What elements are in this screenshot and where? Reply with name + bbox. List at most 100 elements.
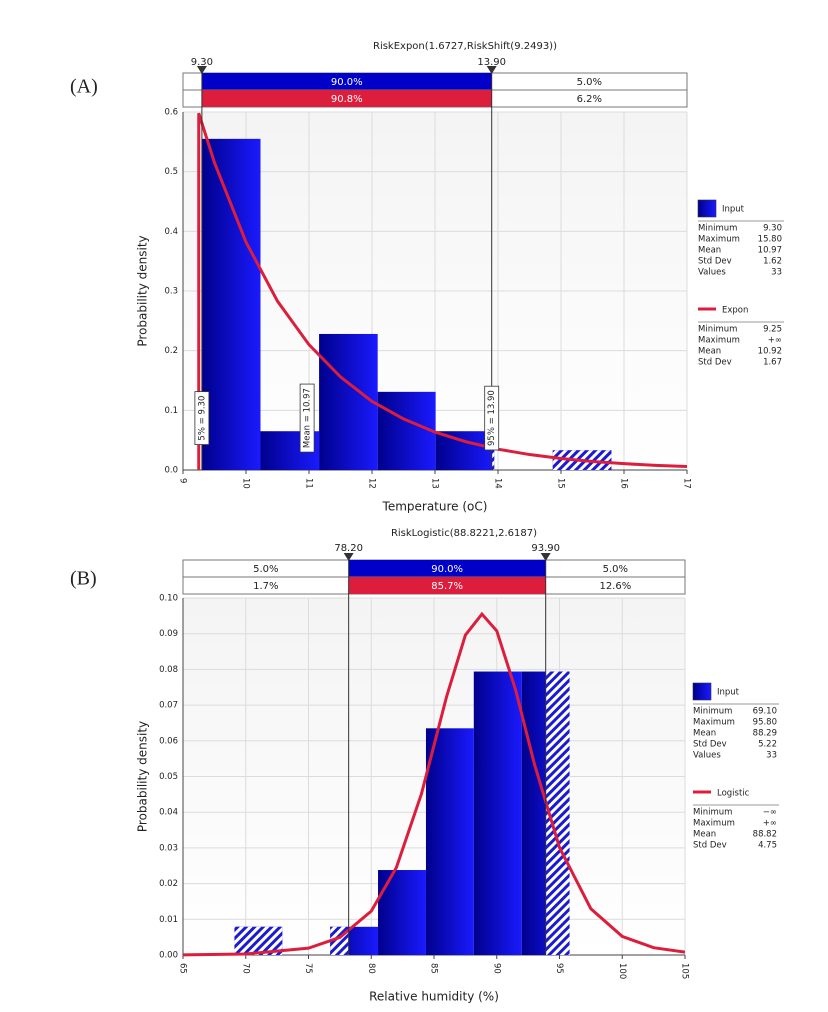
stat-value: 33 <box>771 268 782 278</box>
chart-title: RiskLogistic(88.8221,2.6187) <box>391 528 537 539</box>
y-tick-label: 0.05 <box>159 772 178 782</box>
x-tick-label: 95 <box>554 963 564 974</box>
marker-box <box>299 383 315 453</box>
stat-name: Minimum <box>698 325 737 335</box>
x-tick-label: 16 <box>619 478 629 489</box>
bar <box>425 728 474 955</box>
stat-value: 1.62 <box>763 257 782 267</box>
stat-value: 69.10 <box>753 707 777 717</box>
stat-value: 5.22 <box>758 740 777 750</box>
stat-name: Mean <box>698 347 721 357</box>
stat-value: 33 <box>766 751 777 761</box>
delimiter-label: 93.90 <box>531 543 560 554</box>
band-label: 90.0% <box>431 564 463 575</box>
bar-hatch <box>491 431 495 470</box>
x-tick-label: 15 <box>556 478 566 489</box>
stat-name: Maximum <box>693 718 735 728</box>
x-tick-label: 12 <box>367 478 377 489</box>
delimiter-label: 9.30 <box>191 57 213 68</box>
marker-box <box>484 385 500 451</box>
marker: 95% = 13.90 <box>484 385 500 451</box>
x-axis-label: Relative humidity (%) <box>369 990 499 1004</box>
delimiter-label: 13.90 <box>477 57 506 68</box>
bar-hatch <box>545 671 570 955</box>
stat-value: 88.82 <box>753 830 777 840</box>
stat-value: 88.29 <box>753 729 777 739</box>
stat-name: Minimum <box>698 224 737 234</box>
x-tick-label: 9 <box>178 478 188 483</box>
band-middle <box>201 73 492 90</box>
bar <box>473 671 522 955</box>
stat-name: Mean <box>698 246 721 256</box>
marker-label: 5% = 9.30 <box>197 396 207 441</box>
x-tick-label: 75 <box>303 963 313 974</box>
bar <box>201 138 261 470</box>
marker-label: 95% = 13.90 <box>487 390 497 446</box>
bar <box>378 870 426 955</box>
delimiter-handle <box>196 66 207 74</box>
x-tick-label: 105 <box>680 963 690 979</box>
panel-label: (A) <box>70 76 98 98</box>
y-tick-label: 0.06 <box>159 736 178 746</box>
y-tick-label: 0.04 <box>159 808 178 818</box>
legend-swatch <box>697 199 717 218</box>
stat-value: +∞ <box>763 819 777 829</box>
band-middle <box>348 577 546 594</box>
stat-name: Mean <box>693 830 716 840</box>
stat-value: 4.75 <box>758 841 777 851</box>
y-tick-label: 0.6 <box>164 108 178 118</box>
x-axis-label: Temperature (oC) <box>382 500 488 514</box>
legend-label: Input <box>717 688 740 698</box>
y-tick-label: 0.08 <box>159 665 178 675</box>
y-tick-label: 0.1 <box>164 406 178 416</box>
y-tick-label: 0.00 <box>159 951 178 961</box>
x-tick-label: 11 <box>304 478 314 489</box>
marker-box <box>194 391 210 445</box>
stat-value: 1.67 <box>763 358 782 368</box>
x-tick-label: 90 <box>491 963 501 974</box>
band-label: 85.7% <box>431 581 463 592</box>
y-tick-label: 0.03 <box>159 843 178 853</box>
x-tick-label: 85 <box>429 963 439 974</box>
stat-value: 10.92 <box>758 347 782 357</box>
stat-value: 9.25 <box>763 325 782 335</box>
band-label: 5.0% <box>603 564 628 575</box>
stat-name: Std Dev <box>698 257 732 267</box>
stat-name: Maximum <box>693 819 735 829</box>
legend-label: Expon <box>722 306 748 316</box>
delimiter-handle <box>540 553 551 561</box>
y-tick-label: 0.01 <box>159 915 178 925</box>
chart-title: RiskExpon(1.6727,RiskShift(9.2493)) <box>373 41 557 52</box>
stat-value: 15.80 <box>758 235 782 245</box>
y-tick-label: 0.09 <box>159 629 178 639</box>
stat-name: Maximum <box>698 235 740 245</box>
y-tick-label: 0.07 <box>159 701 178 711</box>
stat-name: Values <box>698 268 726 278</box>
x-tick-label: 10 <box>241 478 251 489</box>
bar <box>377 391 436 470</box>
stat-value: 9.30 <box>763 224 782 234</box>
stat-value: −∞ <box>763 808 777 818</box>
x-tick-label: 65 <box>178 963 188 974</box>
x-tick-label: 13 <box>430 478 440 489</box>
band-label: 5.0% <box>577 77 602 88</box>
stat-name: Std Dev <box>693 841 727 851</box>
chart-panel: (B) RiskLogistic(88.8221,2.6187) 0.00 0.01 0… <box>70 528 779 1004</box>
x-tick-label: 80 <box>366 963 376 974</box>
stat-name: Values <box>693 751 721 761</box>
y-tick-label: 0.3 <box>164 287 178 297</box>
y-tick-label: 0.5 <box>164 167 178 177</box>
band-label: 5.0% <box>253 564 278 575</box>
x-tick-label: 17 <box>682 478 692 489</box>
stat-name: Mean <box>693 729 716 739</box>
stat-name: Minimum <box>693 808 732 818</box>
stat-name: Std Dev <box>693 740 727 750</box>
marker: 5% = 9.30 <box>194 391 210 445</box>
fit-curve <box>183 611 685 957</box>
fit-curve <box>197 112 687 470</box>
band-label: 1.7% <box>253 581 278 592</box>
stat-name: Std Dev <box>698 358 732 368</box>
band-label: 12.6% <box>599 581 631 592</box>
chart-panel: (A) RiskExpon(1.6727,RiskShift(9.2493)) 0.… <box>70 41 784 514</box>
